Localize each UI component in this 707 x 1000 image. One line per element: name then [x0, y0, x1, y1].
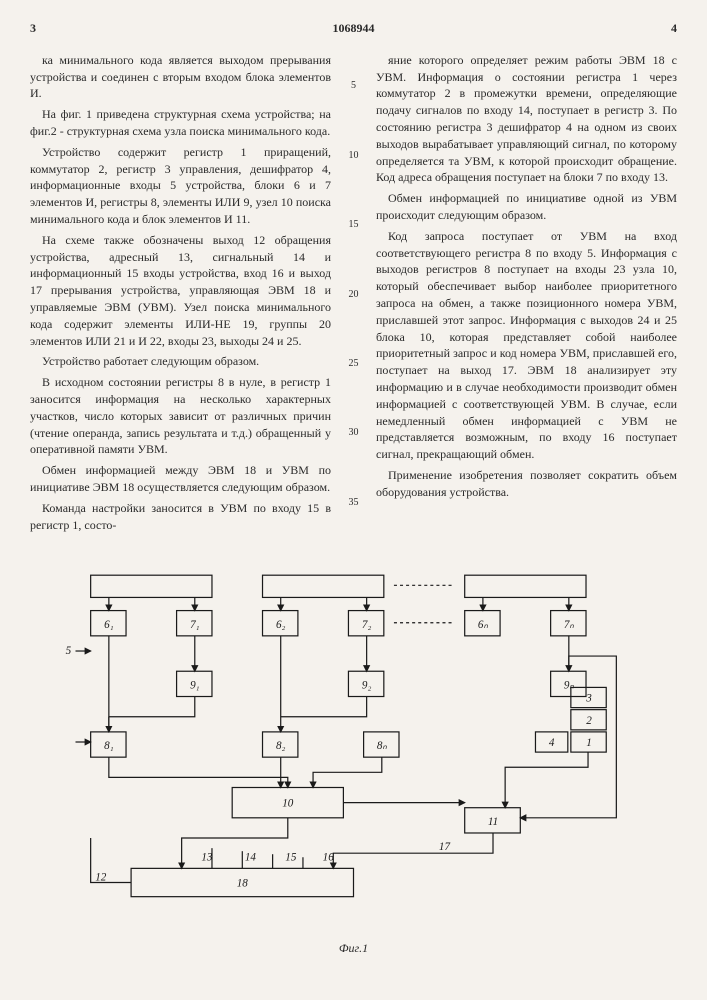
text-columns: ка минимального кода является выходом пр…	[30, 52, 677, 538]
line-marker: 30	[346, 426, 361, 440]
paragraph: Команда настройки заносится в УВМ по вхо…	[30, 500, 331, 534]
block-label: 9₂	[362, 680, 372, 692]
line-marker: 35	[346, 496, 361, 510]
schematic-svg: 6₁ 7₁ 6₂ 7₂ 6ₙ 7ₙ 9₁ 9₂ 9ₙ 8₁ 8₂ 8ₙ 1 2 …	[30, 552, 677, 932]
wire-label: 13	[201, 852, 213, 864]
line-marker: 10	[346, 149, 361, 163]
block-label: 10	[282, 798, 294, 810]
wire-label: 5	[66, 645, 72, 657]
wire-label: 14	[245, 852, 257, 864]
paragraph: На схеме также обозначены выход 12 обращ…	[30, 232, 331, 350]
block-label: 7₁	[190, 619, 200, 631]
block-label: 11	[488, 816, 498, 828]
block-label: 4	[549, 737, 555, 749]
block-label: 8₂	[276, 740, 286, 752]
line-marker: 5	[346, 79, 361, 93]
block-label: 7₂	[362, 619, 372, 631]
page-number-right: 4	[671, 20, 677, 37]
paragraph: ка минимального кода является выходом пр…	[30, 52, 331, 102]
block-label: 18	[237, 878, 249, 890]
figure-caption: Фиг.1	[30, 940, 677, 957]
paragraph: Обмен информацией по инициативе одной из…	[376, 190, 677, 224]
wire-label: 16	[323, 852, 335, 864]
right-column: яние которого определяет режим работы ЭВ…	[376, 52, 677, 538]
block-label: 2	[586, 715, 592, 727]
document-number: 1068944	[36, 20, 671, 37]
line-markers: 5 10 15 20 25 30 35	[346, 52, 361, 538]
line-marker: 20	[346, 288, 361, 302]
block-label: 8₁	[104, 740, 114, 752]
page-header: 3 1068944 4	[30, 20, 677, 37]
block-label: 6ₙ	[478, 619, 489, 631]
wire-label: 15	[285, 852, 297, 864]
paragraph: Применение изобретения позволяет сократи…	[376, 467, 677, 501]
block-label: 9ₙ	[564, 680, 575, 692]
wire-label: 17	[439, 841, 451, 853]
block-label: 7ₙ	[564, 619, 575, 631]
paragraph: На фиг. 1 приведена структурная схема ус…	[30, 106, 331, 140]
paragraph: Устройство содержит регистр 1 приращений…	[30, 144, 331, 228]
left-column: ка минимального кода является выходом пр…	[30, 52, 331, 538]
block-label: 6₂	[276, 619, 286, 631]
block-label: 1	[586, 737, 592, 749]
line-marker: 15	[346, 218, 361, 232]
block-label: 9₁	[190, 680, 200, 692]
paragraph: яние которого определяет режим работы ЭВ…	[376, 52, 677, 186]
block-label: 6₁	[104, 619, 114, 631]
block-label: 8ₙ	[377, 740, 388, 752]
paragraph: Устройство работает следующим образом.	[30, 353, 331, 370]
wire-label: 12	[95, 872, 107, 884]
block-label: 3	[585, 693, 592, 705]
figure-1-diagram: 6₁ 7₁ 6₂ 7₂ 6ₙ 7ₙ 9₁ 9₂ 9ₙ 8₁ 8₂ 8ₙ 1 2 …	[30, 552, 677, 932]
paragraph: Код запроса поступает от УВМ на вход соо…	[376, 228, 677, 463]
paragraph: В исходном состоянии регистры 8 в нуле, …	[30, 374, 331, 458]
line-marker: 25	[346, 357, 361, 371]
paragraph: Обмен информацией между ЭВМ 18 и УВМ по …	[30, 462, 331, 496]
